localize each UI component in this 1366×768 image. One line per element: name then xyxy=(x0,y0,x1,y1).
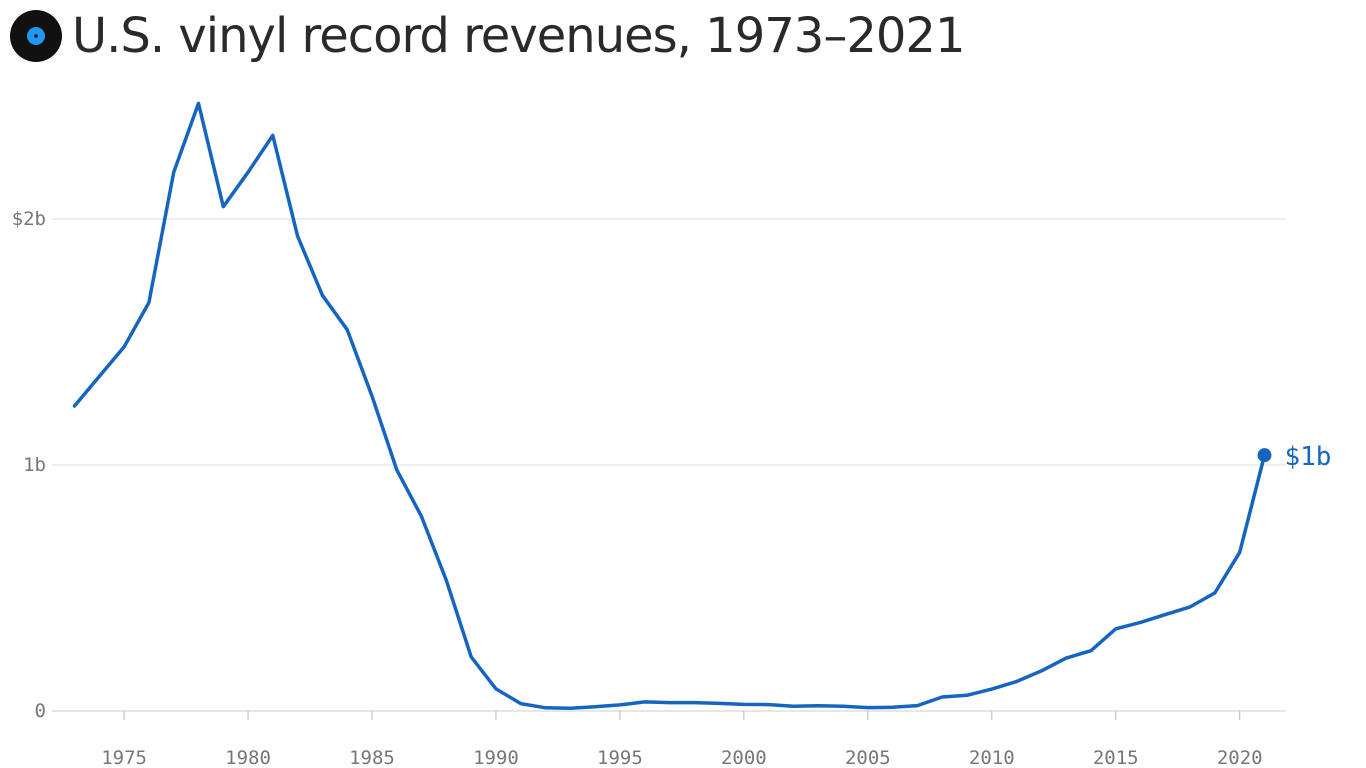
series-line xyxy=(72,101,1267,711)
x-tick-label: 2015 xyxy=(1093,747,1139,768)
chart-title: U.S. vinyl record revenues, 1973–2021 xyxy=(72,8,965,64)
vinyl-record-icon xyxy=(10,10,62,62)
x-tick-label: 1995 xyxy=(597,747,643,768)
y-tick-label: 1b xyxy=(23,454,46,476)
end-point xyxy=(1257,448,1272,463)
x-tick-label: 1975 xyxy=(101,747,147,768)
end-value-label: $1b xyxy=(1285,442,1332,472)
x-tick-label: 1980 xyxy=(225,747,271,768)
x-tick-label: 2010 xyxy=(969,747,1015,768)
y-tick-label: 0 xyxy=(35,700,46,722)
chart-header: U.S. vinyl record revenues, 1973–2021 xyxy=(10,4,965,68)
x-tick-label: 2000 xyxy=(721,747,767,768)
x-tick-label: 1985 xyxy=(349,747,395,768)
x-tick-label: 1990 xyxy=(473,747,519,768)
x-tick-label: 2005 xyxy=(845,747,891,768)
x-tick-label: 2020 xyxy=(1217,747,1263,768)
y-tick-label: $2b xyxy=(12,208,46,230)
